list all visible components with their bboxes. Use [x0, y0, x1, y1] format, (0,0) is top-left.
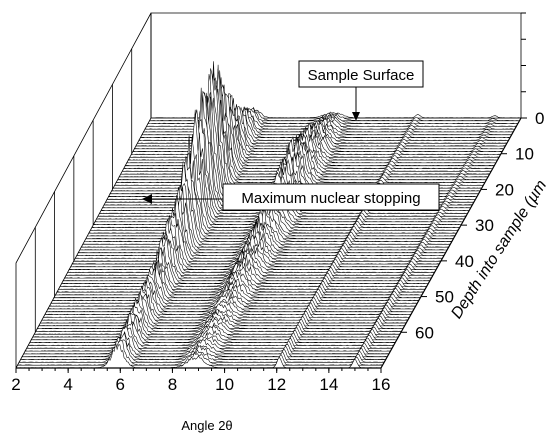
spectrum-trace	[58, 251, 426, 290]
spectrum-trace	[29, 315, 396, 343]
depth-tick-label: 50	[435, 288, 454, 307]
max-stopping-arrowhead	[142, 194, 152, 204]
depth-tick-label: 60	[415, 323, 434, 342]
x-tick-label: 10	[215, 375, 234, 394]
spectrum-trace	[49, 268, 416, 307]
spectrum-trace	[70, 213, 438, 268]
x-tick-label: 4	[63, 375, 72, 394]
x-axis-label: Angle 2θ	[181, 418, 232, 433]
spectrum-trace	[64, 231, 432, 279]
depth-axis-line	[380, 117, 522, 369]
depth-tick-label: 20	[495, 180, 514, 199]
x-tick-label: 8	[168, 375, 177, 394]
sample-surface-arrowhead	[352, 112, 360, 121]
spectrum-trace	[52, 261, 420, 301]
max-stopping-box	[222, 183, 440, 211]
max-stopping-label: Maximum nuclear stopping	[241, 190, 420, 207]
x-tick-label: 12	[267, 375, 286, 394]
spectrum-trace	[62, 230, 431, 282]
sample-surface-box	[298, 60, 424, 88]
spectrum-trace	[61, 236, 429, 284]
depth-tick-label: 10	[515, 145, 534, 164]
annotations: Sample Surface Maximum nuclear stopping	[142, 60, 440, 211]
spectrum-trace	[55, 257, 423, 296]
depth-tick-label: 0	[535, 109, 544, 128]
depth-tick-label: 30	[475, 216, 494, 235]
spectrum-trace	[30, 313, 397, 341]
traces	[15, 61, 522, 369]
x-tick-label: 14	[319, 375, 338, 394]
x-tick-label: 16	[372, 375, 391, 394]
depth-tick-label: 40	[455, 252, 474, 271]
back-walls	[15, 12, 526, 369]
x-tick-label: 2	[11, 375, 20, 394]
x-tick-label: 6	[116, 375, 125, 394]
sample-surface-label: Sample Surface	[308, 67, 415, 84]
